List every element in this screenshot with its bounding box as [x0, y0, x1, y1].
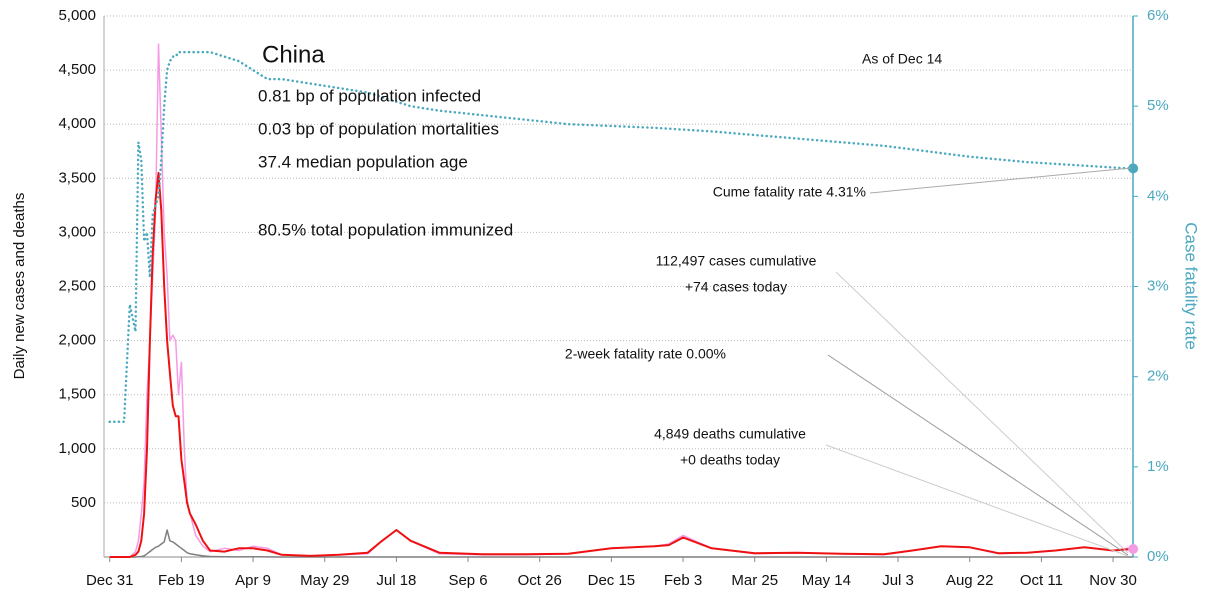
end-marker — [1128, 543, 1139, 554]
annotations: Cume fatality rate 4.31% 112,497 cases cu… — [565, 167, 1132, 557]
stat: 37.4 median population age — [258, 152, 468, 171]
y-tick-label: 4,500 — [58, 61, 96, 78]
y-tick-label: 500 — [71, 494, 96, 511]
y2-tick-label: 5% — [1147, 97, 1169, 114]
y2-tick-label: 4% — [1147, 187, 1169, 204]
stat: 0.81 bp of population infected — [258, 86, 481, 105]
x-tick-label: Oct 26 — [518, 572, 562, 589]
x-tick-label: Aug 22 — [946, 572, 994, 589]
y-tick-label: 4,000 — [58, 115, 96, 132]
y-tick-label: 1,500 — [58, 386, 96, 403]
end-marker — [1128, 163, 1139, 174]
plot: 500 1,000 1,500 2,000 2,500 3,000 3,500 4,000 4,… — [58, 7, 1168, 589]
series-line — [108, 50, 1135, 424]
x-tick-label: Sep 6 — [448, 572, 487, 589]
leader-line — [825, 444, 1129, 557]
y-tick-label: 2,500 — [58, 277, 96, 294]
annotation: 2-week fatality rate 0.00% — [565, 346, 726, 362]
annotation: 4,849 deaths cumulative — [654, 426, 806, 442]
y-tick-label: 5,000 — [58, 7, 96, 24]
y-tick-label: 3,500 — [58, 169, 96, 186]
y2-tick-label: 3% — [1147, 277, 1169, 294]
leader-line — [869, 167, 1132, 194]
y-tick-label: 2,000 — [58, 332, 96, 349]
x-tick-label: Feb 19 — [158, 572, 205, 589]
x-tick-label: Dec 15 — [588, 572, 636, 589]
y2-tick-label: 2% — [1147, 368, 1169, 385]
y2-tick-label: 1% — [1147, 458, 1169, 475]
leader-line — [827, 354, 1129, 556]
x-tick-label: May 14 — [802, 572, 851, 589]
y-tick-label: 3,000 — [58, 223, 96, 240]
chart-title: China — [262, 41, 325, 68]
stat: 80.5% total population immunized — [258, 220, 513, 239]
y-axis-label: Daily new cases and deaths — [11, 193, 28, 380]
y2-axis-label: Case fatality rate — [1182, 222, 1201, 350]
leader-line — [835, 271, 1129, 554]
x-tick-label: Jul 18 — [376, 572, 416, 589]
x-tick-label: Apr 9 — [235, 572, 271, 589]
x-tick-label: Oct 11 — [1020, 572, 1063, 589]
stat: 0.03 bp of population mortalities — [258, 119, 499, 138]
y-tick-label: 1,000 — [58, 440, 96, 457]
y2-tick-label: 0% — [1147, 548, 1169, 565]
y2-tick-label: 6% — [1147, 7, 1169, 24]
series-line — [109, 529, 1134, 558]
annotation: +74 cases today — [685, 279, 787, 295]
annotation: Cume fatality rate 4.31% — [713, 184, 866, 200]
x-tick-label: May 29 — [300, 572, 349, 589]
x-tick-label: Feb 3 — [664, 572, 702, 589]
series-line — [109, 171, 1134, 558]
x-tick-label: Dec 31 — [86, 572, 134, 589]
annotation: +0 deaths today — [680, 452, 780, 468]
x-tick-label: Jul 3 — [882, 572, 914, 589]
x-tick-label: Mar 25 — [731, 572, 778, 589]
date-note: As of Dec 14 — [862, 51, 942, 67]
x-tick-label: Nov 30 — [1089, 572, 1137, 589]
annotation: 112,497 cases cumulative — [656, 253, 817, 269]
